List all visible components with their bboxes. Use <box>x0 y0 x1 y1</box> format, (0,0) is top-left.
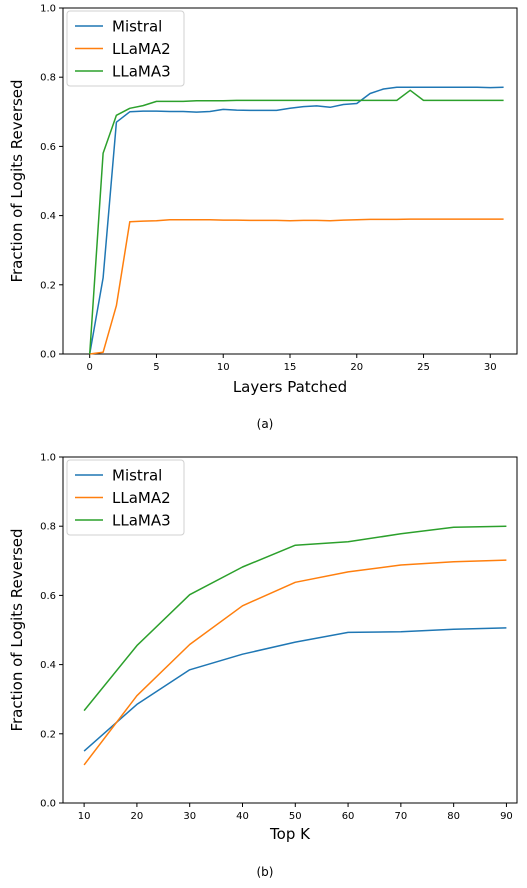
x-tick-label: 10 <box>217 362 230 373</box>
x-axis-label: Top K <box>269 825 311 843</box>
series-line-llama3 <box>83 525 507 712</box>
x-tick-label: 60 <box>342 811 355 822</box>
figure-caption: (b) <box>257 865 274 879</box>
legend-label-llama3: LLaMA3 <box>112 63 171 81</box>
legend-label-mistral: Mistral <box>112 467 162 485</box>
y-tick-label: 0.6 <box>40 142 56 153</box>
x-tick-label: 90 <box>500 811 513 822</box>
y-tick-label: 0.8 <box>40 73 56 84</box>
legend-box <box>66 459 185 536</box>
y-tick-label: 1.0 <box>40 4 56 15</box>
series-line-mistral <box>88 86 504 355</box>
x-tick-label: 70 <box>394 811 407 822</box>
legend-label-mistral: Mistral <box>112 18 162 36</box>
series-line-llama3 <box>88 89 504 355</box>
x-axis-label: Layers Patched <box>233 378 347 396</box>
figure-caption: (a) <box>257 417 274 431</box>
x-tick-label: 20 <box>350 362 363 373</box>
x-tick-label: 10 <box>78 811 91 822</box>
y-tick-label: 0.0 <box>40 350 56 361</box>
y-tick-label: 0.2 <box>40 729 56 740</box>
y-tick-label: 0.4 <box>40 660 56 671</box>
x-tick-label: 80 <box>447 811 460 822</box>
x-tick-label: 5 <box>153 362 159 373</box>
x-tick-label: 0 <box>87 362 93 373</box>
plot-frame <box>62 456 518 804</box>
legend-box <box>66 10 185 87</box>
x-tick-label: 15 <box>284 362 297 373</box>
legend: Mistral LLaMA2 LLaMA3 <box>66 459 185 536</box>
legend: Mistral LLaMA2 LLaMA3 <box>66 10 185 87</box>
y-tick-label: 1.0 <box>40 453 56 464</box>
y-tick-label: 0.8 <box>40 522 56 533</box>
chart-panel-a: 0.0 0.2 0.4 0.6 0.8 1.0 0 5 10 15 20 25 30 Layers Pat… <box>8 4 518 431</box>
legend-label-llama2: LLaMA2 <box>112 40 171 58</box>
x-tick-label: 30 <box>484 362 497 373</box>
y-axis-label: Fraction of Logits Reversed <box>8 79 26 282</box>
chart-panel-b: 0.0 0.2 0.4 0.6 0.8 1.0 10 20 30 40 50 60 70 80 90 Top … <box>8 453 518 879</box>
series-line-llama2 <box>83 559 507 766</box>
y-tick-label: 0.0 <box>40 799 56 810</box>
x-tick-label: 40 <box>236 811 249 822</box>
series-line-mistral <box>83 627 507 752</box>
y-tick-label: 0.2 <box>40 280 56 291</box>
x-tick-label: 50 <box>289 811 302 822</box>
y-tick-label: 0.6 <box>40 591 56 602</box>
legend-label-llama3: LLaMA3 <box>112 512 171 530</box>
x-tick-label: 30 <box>183 811 196 822</box>
y-axis-label: Fraction of Logits Reversed <box>8 528 26 731</box>
series-line-llama2 <box>89 218 504 355</box>
legend-label-llama2: LLaMA2 <box>112 489 171 507</box>
y-tick-label: 0.4 <box>40 211 56 222</box>
x-tick-label: 20 <box>131 811 144 822</box>
x-tick-label: 25 <box>417 362 430 373</box>
